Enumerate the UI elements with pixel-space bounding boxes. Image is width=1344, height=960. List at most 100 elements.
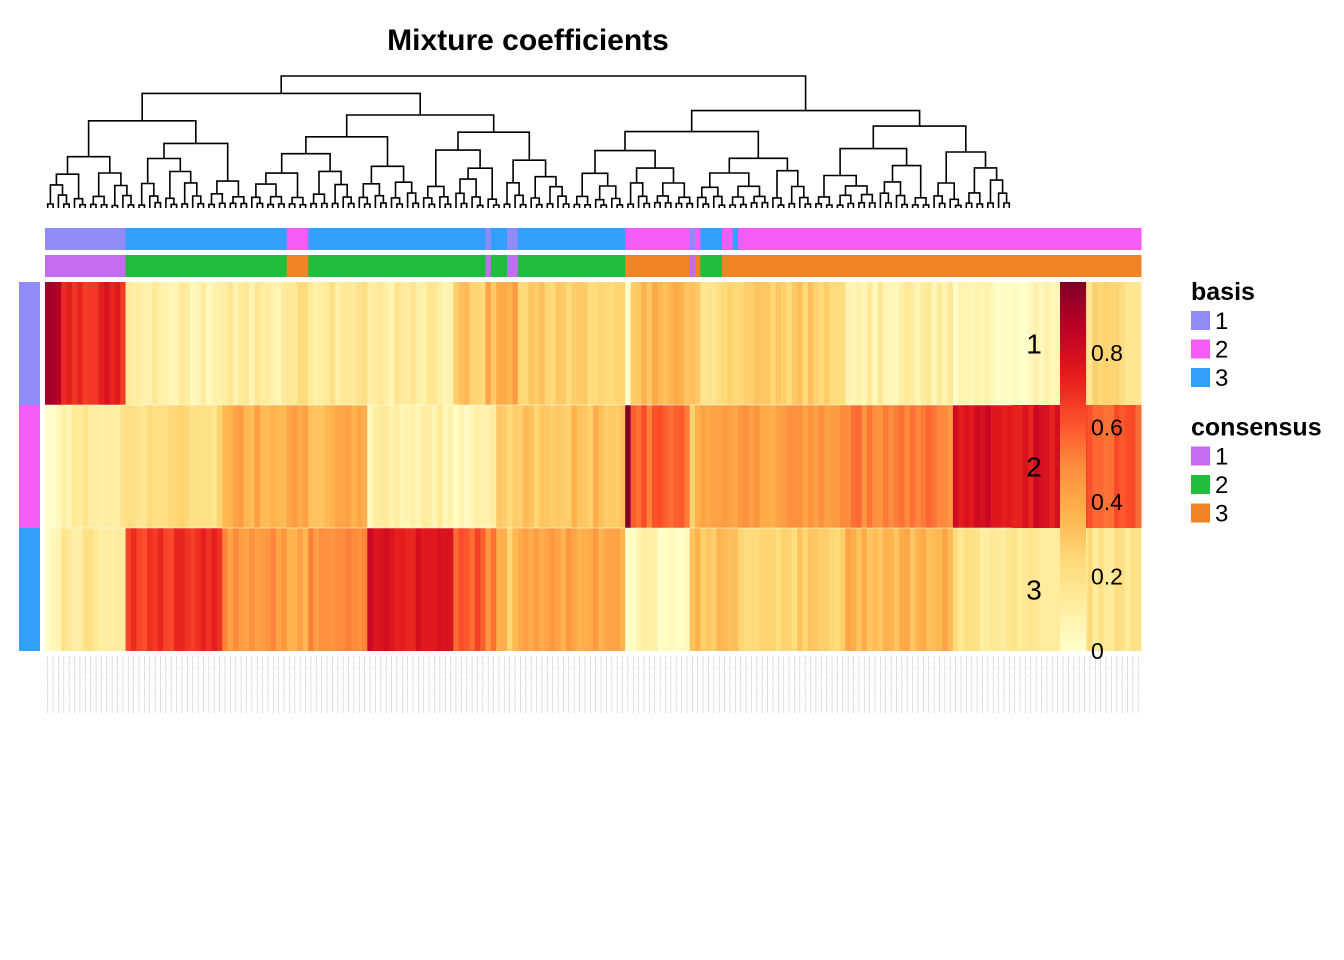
consensus-annotation-cell: [727, 255, 734, 277]
consensus-annotation-cell: [1044, 255, 1051, 277]
basis-annotation-cell: [544, 228, 551, 250]
heatmap-cell: [442, 405, 449, 528]
heatmap-cell: [265, 405, 272, 528]
consensus-annotation-cell: [345, 255, 352, 277]
basis-annotation-cell: [485, 228, 492, 250]
heatmap-cell: [528, 282, 535, 405]
heatmap-cell: [813, 282, 820, 405]
consensus-annotation-cell: [480, 255, 487, 277]
consensus-annotation-cell: [297, 255, 304, 277]
heatmap-cell: [1028, 528, 1035, 651]
heatmap-cell: [512, 528, 519, 651]
heatmap-cell: [458, 282, 465, 405]
basis-annotation-cell: [517, 228, 524, 250]
heatmap-cell: [190, 528, 197, 651]
basis-annotation-cell: [351, 228, 358, 250]
heatmap-cell: [764, 282, 771, 405]
row-label: 2: [1026, 452, 1042, 483]
heatmap-cell: [399, 528, 406, 651]
heatmap-cell: [98, 405, 105, 528]
consensus-annotation-cell: [372, 255, 379, 277]
heatmap-cell: [211, 528, 218, 651]
heatmap-cell: [689, 282, 696, 405]
heatmap-cell: [356, 282, 363, 405]
consensus-annotation-cell: [958, 255, 965, 277]
heatmap-cell: [958, 282, 965, 405]
heatmap-cell: [727, 405, 734, 528]
basis-annotation-cell: [66, 228, 73, 250]
basis-annotation-cell: [87, 228, 94, 250]
heatmap-cell: [711, 282, 718, 405]
heatmap-cell: [270, 282, 277, 405]
heatmap-cell: [324, 405, 331, 528]
consensus-annotation-cell: [866, 255, 873, 277]
heatmap-cell: [646, 528, 653, 651]
heatmap-cell: [974, 282, 981, 405]
heatmap-cell: [104, 282, 111, 405]
heatmap-cell: [367, 282, 374, 405]
heatmap-cell: [823, 405, 830, 528]
heatmap-cell: [727, 528, 734, 651]
heatmap-cell: [748, 528, 755, 651]
heatmap-cell: [507, 528, 513, 651]
heatmap-cell: [738, 528, 744, 651]
heatmap-cell: [662, 528, 669, 651]
basis-annotation-cell: [61, 228, 68, 250]
heatmap-cell: [114, 528, 121, 651]
legend-label: 3: [1215, 501, 1228, 528]
consensus-annotation-cell: [695, 255, 702, 277]
consensus-annotation-cell: [318, 255, 325, 277]
heatmap-cell: [834, 405, 841, 528]
consensus-annotation-cell: [571, 255, 578, 277]
basis-annotation-cell: [566, 228, 573, 250]
basis-annotation-cell: [458, 228, 465, 250]
heatmap-cell: [1130, 405, 1137, 528]
heatmap-cell: [356, 528, 363, 651]
heatmap-cell: [168, 528, 175, 651]
basis-annotation-cell: [302, 228, 309, 250]
basis-annotation-cell: [829, 228, 836, 250]
basis-annotation-cell: [1081, 228, 1088, 250]
basis-annotation-cell: [807, 228, 814, 250]
basis-annotation-cell: [732, 228, 739, 250]
heatmap-cell: [995, 282, 1002, 405]
basis-annotation-cell: [104, 228, 111, 250]
consensus-annotation-cell: [1001, 255, 1008, 277]
heatmap-cell: [576, 282, 583, 405]
consensus-annotation-cell: [754, 255, 761, 277]
consensus-annotation-cell: [367, 255, 374, 277]
row-label: 1: [1026, 329, 1042, 360]
heatmap-cell: [297, 405, 304, 528]
heatmap-cell: [684, 528, 691, 651]
heatmap-cell: [856, 405, 863, 528]
basis-annotation-cell: [45, 228, 51, 250]
heatmap-cell: [1092, 405, 1099, 528]
legend-label: 2: [1215, 472, 1228, 499]
consensus-annotation-cell: [130, 255, 137, 277]
heatmap-cell: [678, 528, 685, 651]
consensus-annotation-cell: [474, 255, 481, 277]
heatmap-cell: [587, 405, 594, 528]
basis-annotation-cell: [168, 228, 175, 250]
heatmap-cell: [265, 528, 272, 651]
consensus-annotation-cell: [700, 255, 707, 277]
color-scale-tick-label: 0.4: [1091, 489, 1123, 515]
heatmap-cell: [738, 405, 744, 528]
consensus-annotation-cell: [184, 255, 191, 277]
basis-annotation-cell: [625, 228, 632, 250]
heatmap-cell: [1006, 528, 1013, 651]
heatmap-cell: [786, 405, 793, 528]
consensus-annotation-cell: [227, 255, 234, 277]
heatmap-cell: [378, 282, 385, 405]
basis-annotation-cell: [1044, 228, 1051, 250]
heatmap-cell: [985, 405, 992, 528]
consensus-annotation-cell: [915, 255, 922, 277]
heatmap-cell: [673, 282, 680, 405]
heatmap-cell: [286, 528, 293, 651]
consensus-annotation-cell: [797, 255, 804, 277]
heatmap-cell: [501, 282, 508, 405]
heatmap-cell: [952, 282, 959, 405]
basis-annotation-cell: [603, 228, 610, 250]
heatmap-cell: [1097, 528, 1104, 651]
heatmap-cell: [668, 405, 675, 528]
